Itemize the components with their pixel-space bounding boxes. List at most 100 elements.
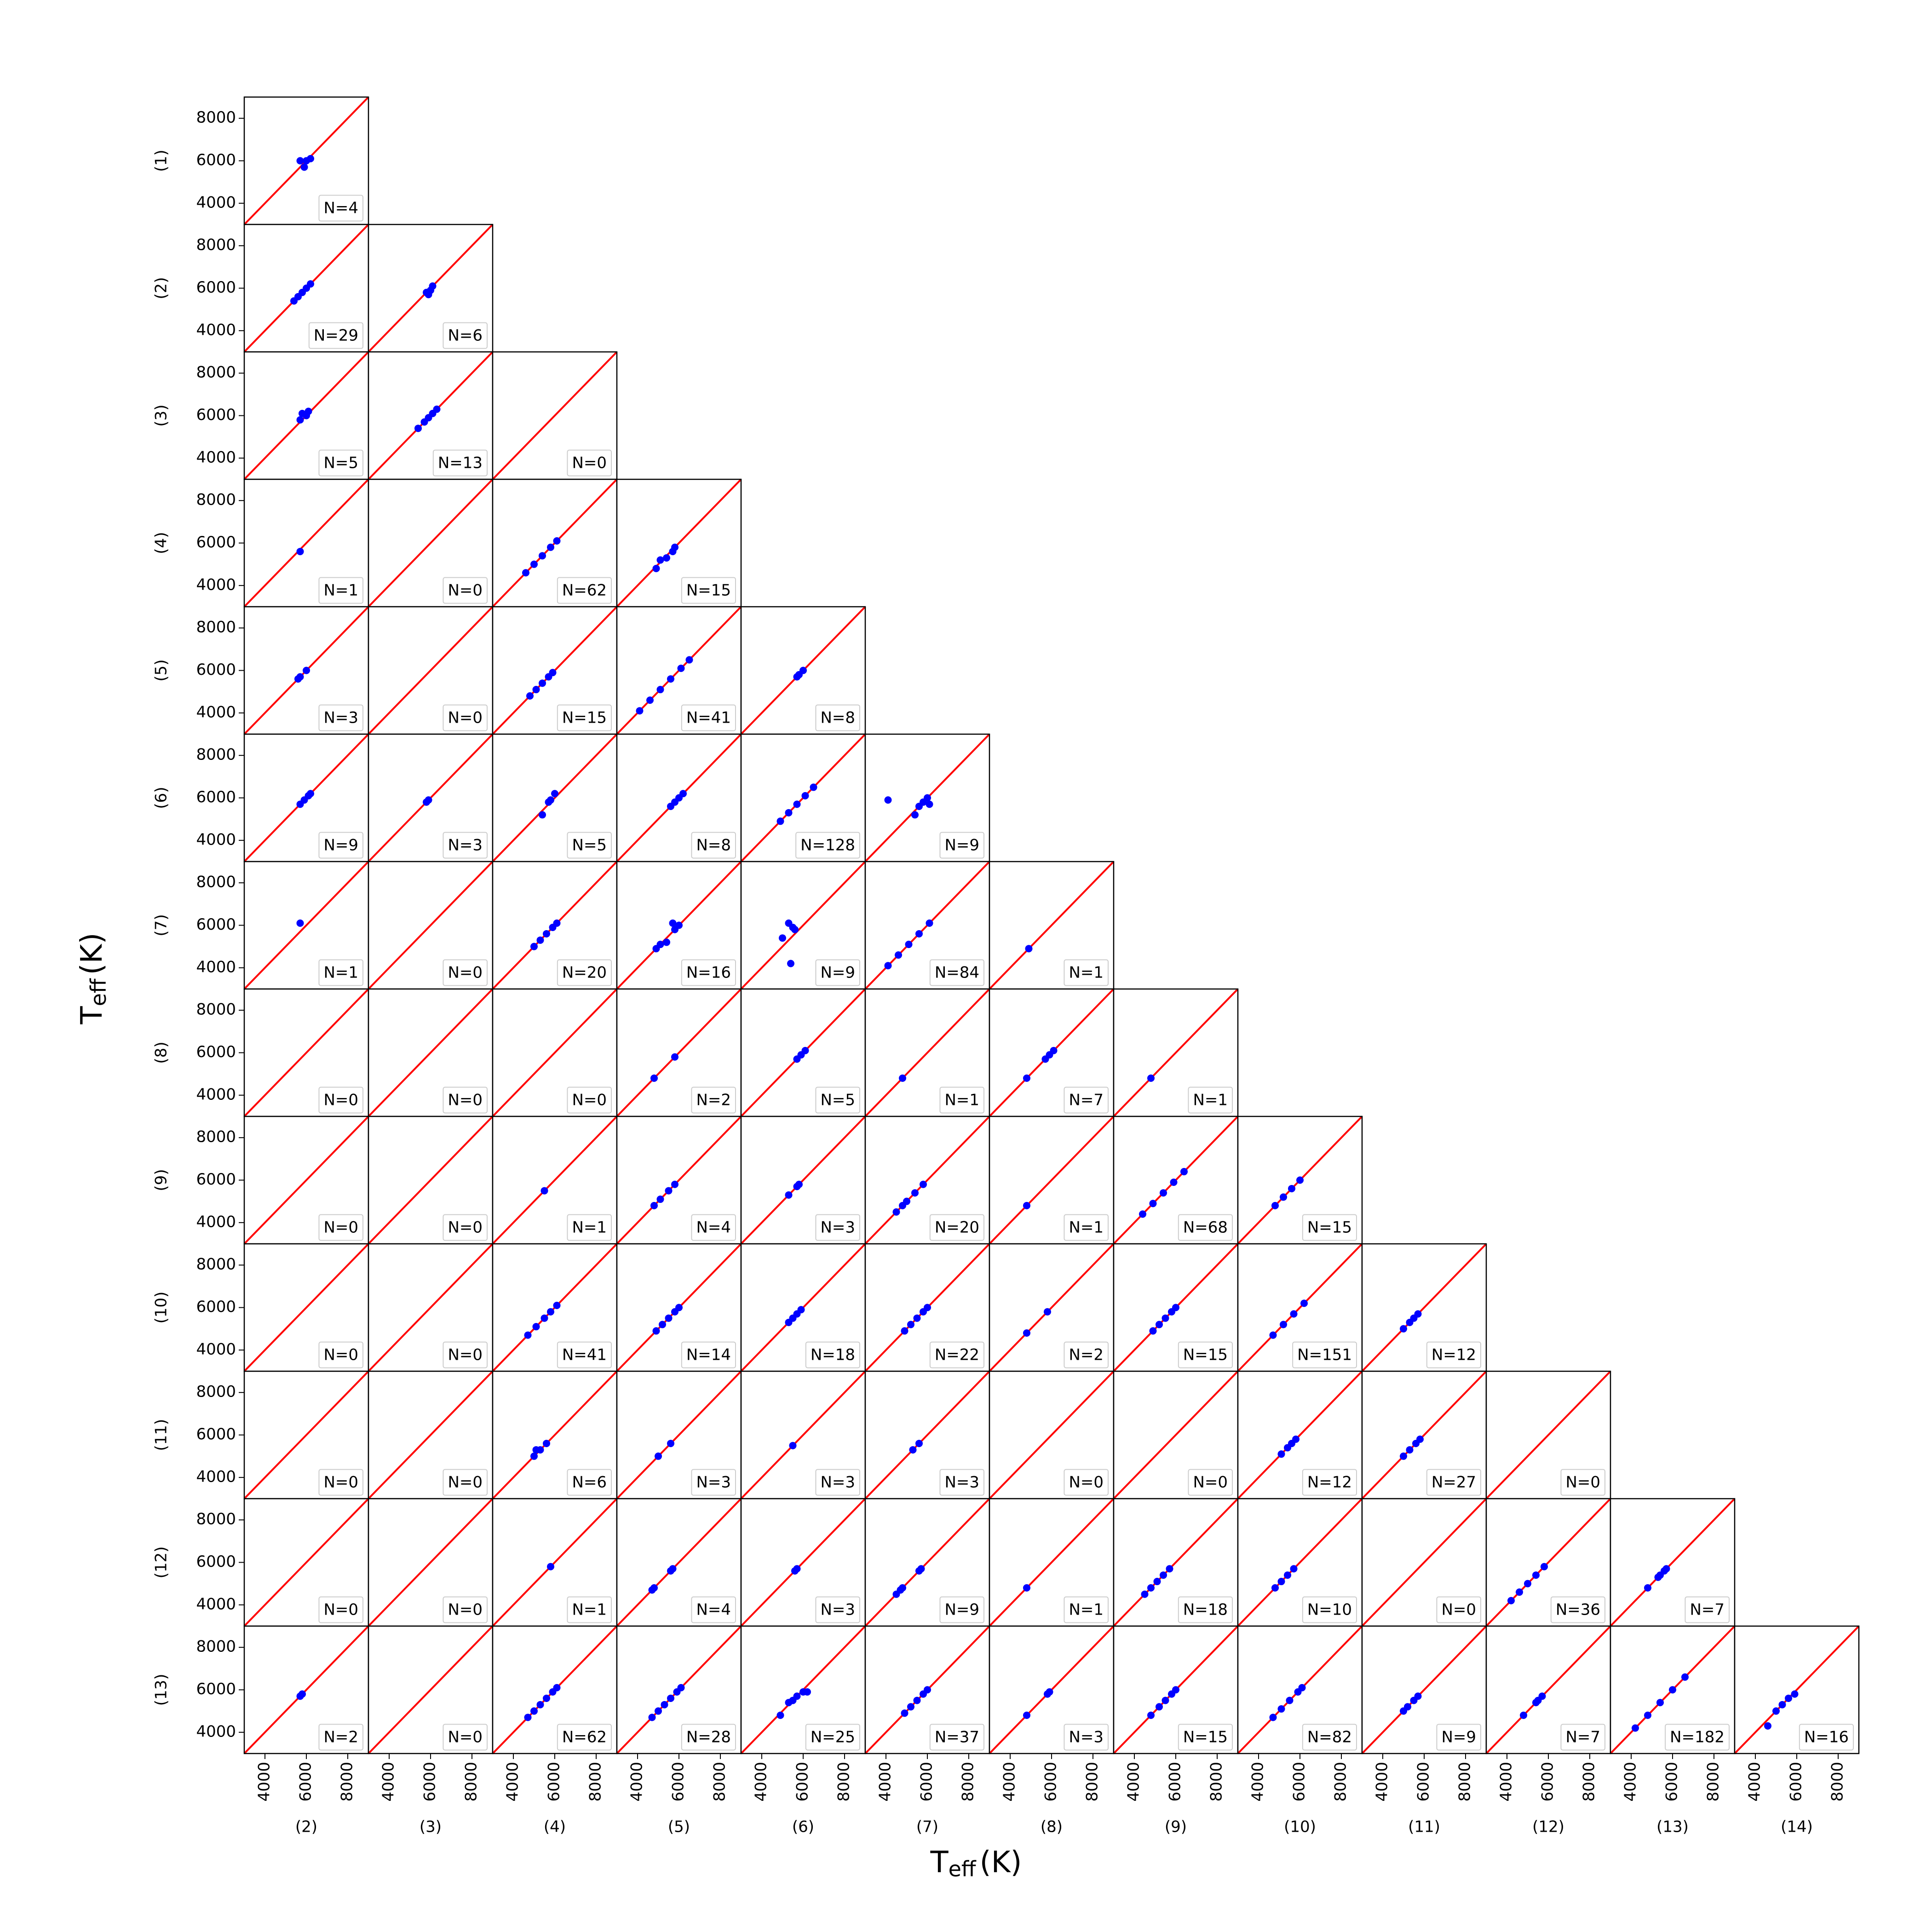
count-label: N=3 [820, 1473, 855, 1492]
count-label: N=0 [572, 1091, 607, 1110]
point [656, 556, 664, 564]
point [793, 800, 801, 808]
count-label: N=1 [1193, 1091, 1228, 1110]
count-label: N=0 [323, 1601, 358, 1619]
panel: N=62 [492, 478, 618, 608]
point [656, 686, 664, 694]
point [1541, 1563, 1548, 1570]
point [524, 1714, 532, 1721]
point [913, 1696, 921, 1704]
y-tick-label: 4000 [196, 703, 236, 721]
panel: N=1 [864, 988, 990, 1117]
x-tick-label: 4000 [504, 1762, 522, 1802]
point [530, 943, 538, 950]
x-tick-label: 8000 [462, 1762, 481, 1802]
point [892, 1208, 900, 1216]
identity-line [740, 1116, 866, 1245]
count-label: N=9 [944, 1601, 979, 1619]
point [685, 656, 693, 664]
point [667, 1439, 674, 1447]
point [539, 552, 546, 560]
point [414, 425, 422, 432]
panel: N=128 [740, 733, 866, 862]
count-box [557, 1341, 612, 1368]
point [536, 1446, 544, 1454]
count-box [1064, 1724, 1109, 1751]
count-box [815, 1596, 860, 1623]
point [1507, 1597, 1515, 1604]
x-tick-label: 8000 [711, 1762, 729, 1802]
panel: N=41 [492, 1243, 618, 1372]
y-tick-label: 6000 [196, 406, 236, 424]
point [1791, 1690, 1799, 1698]
point [799, 667, 807, 674]
count-box [691, 1596, 736, 1623]
panel: N=15 [1113, 1243, 1239, 1372]
count-label: N=2 [696, 1091, 731, 1110]
y-tick-label: 6000 [196, 661, 236, 679]
x-tick-label: 6000 [1290, 1762, 1309, 1802]
count-box [1426, 1469, 1481, 1496]
point [1172, 1686, 1179, 1694]
count-box [1188, 1469, 1233, 1496]
point [530, 1452, 538, 1460]
count-box [1064, 1087, 1109, 1114]
point [669, 919, 677, 927]
x-tick-label: 6000 [545, 1762, 564, 1802]
panel: N=0 [368, 988, 494, 1117]
count-label: N=27 [1432, 1473, 1476, 1492]
count-label: N=82 [1307, 1728, 1352, 1747]
point [1160, 1571, 1167, 1579]
identity-line [368, 1625, 494, 1754]
count-box [318, 832, 363, 859]
panel: N=1 [989, 861, 1115, 990]
identity-line [243, 1243, 369, 1372]
point [911, 811, 919, 819]
count-label: N=29 [314, 327, 358, 345]
point [1025, 945, 1033, 953]
count-box [318, 1087, 363, 1114]
point [667, 675, 674, 683]
panel: N=9 [864, 733, 990, 862]
col-label: (8) [1041, 1818, 1063, 1836]
identity-line [368, 1370, 494, 1500]
point [1400, 1325, 1407, 1333]
panel: N=62 [492, 1625, 618, 1754]
count-label: N=5 [572, 836, 607, 855]
count-box [443, 704, 488, 731]
point [785, 809, 793, 816]
point [915, 930, 923, 937]
y-tick-label: 6000 [196, 1425, 236, 1443]
count-label: N=84 [935, 964, 979, 982]
point [1404, 1703, 1411, 1711]
point [1656, 1699, 1664, 1707]
count-label: N=37 [935, 1728, 979, 1747]
point [648, 1714, 656, 1721]
point [663, 938, 670, 946]
point [677, 1684, 685, 1691]
panel: N=1 [243, 861, 369, 990]
col-label: (4) [544, 1818, 566, 1836]
panel: N=3 [243, 606, 369, 735]
count-label: N=1 [323, 964, 358, 982]
identity-line [492, 1116, 618, 1245]
count-box [1302, 1214, 1357, 1241]
count-box [795, 832, 860, 859]
count-box [1799, 1724, 1854, 1751]
point [895, 951, 902, 959]
point [776, 817, 784, 825]
panel: N=20 [864, 1116, 990, 1245]
identity-line [368, 1116, 494, 1245]
count-label: N=3 [820, 1219, 855, 1237]
count-box [1178, 1724, 1233, 1751]
count-label: N=10 [1307, 1601, 1352, 1619]
point [810, 783, 817, 791]
point [1681, 1673, 1689, 1681]
count-box [1178, 1341, 1233, 1368]
x-tick-label: 4000 [752, 1762, 770, 1802]
point [926, 919, 933, 927]
count-label: N=1 [1069, 1219, 1104, 1237]
count-label: N=0 [323, 1091, 358, 1110]
point [540, 1187, 548, 1195]
